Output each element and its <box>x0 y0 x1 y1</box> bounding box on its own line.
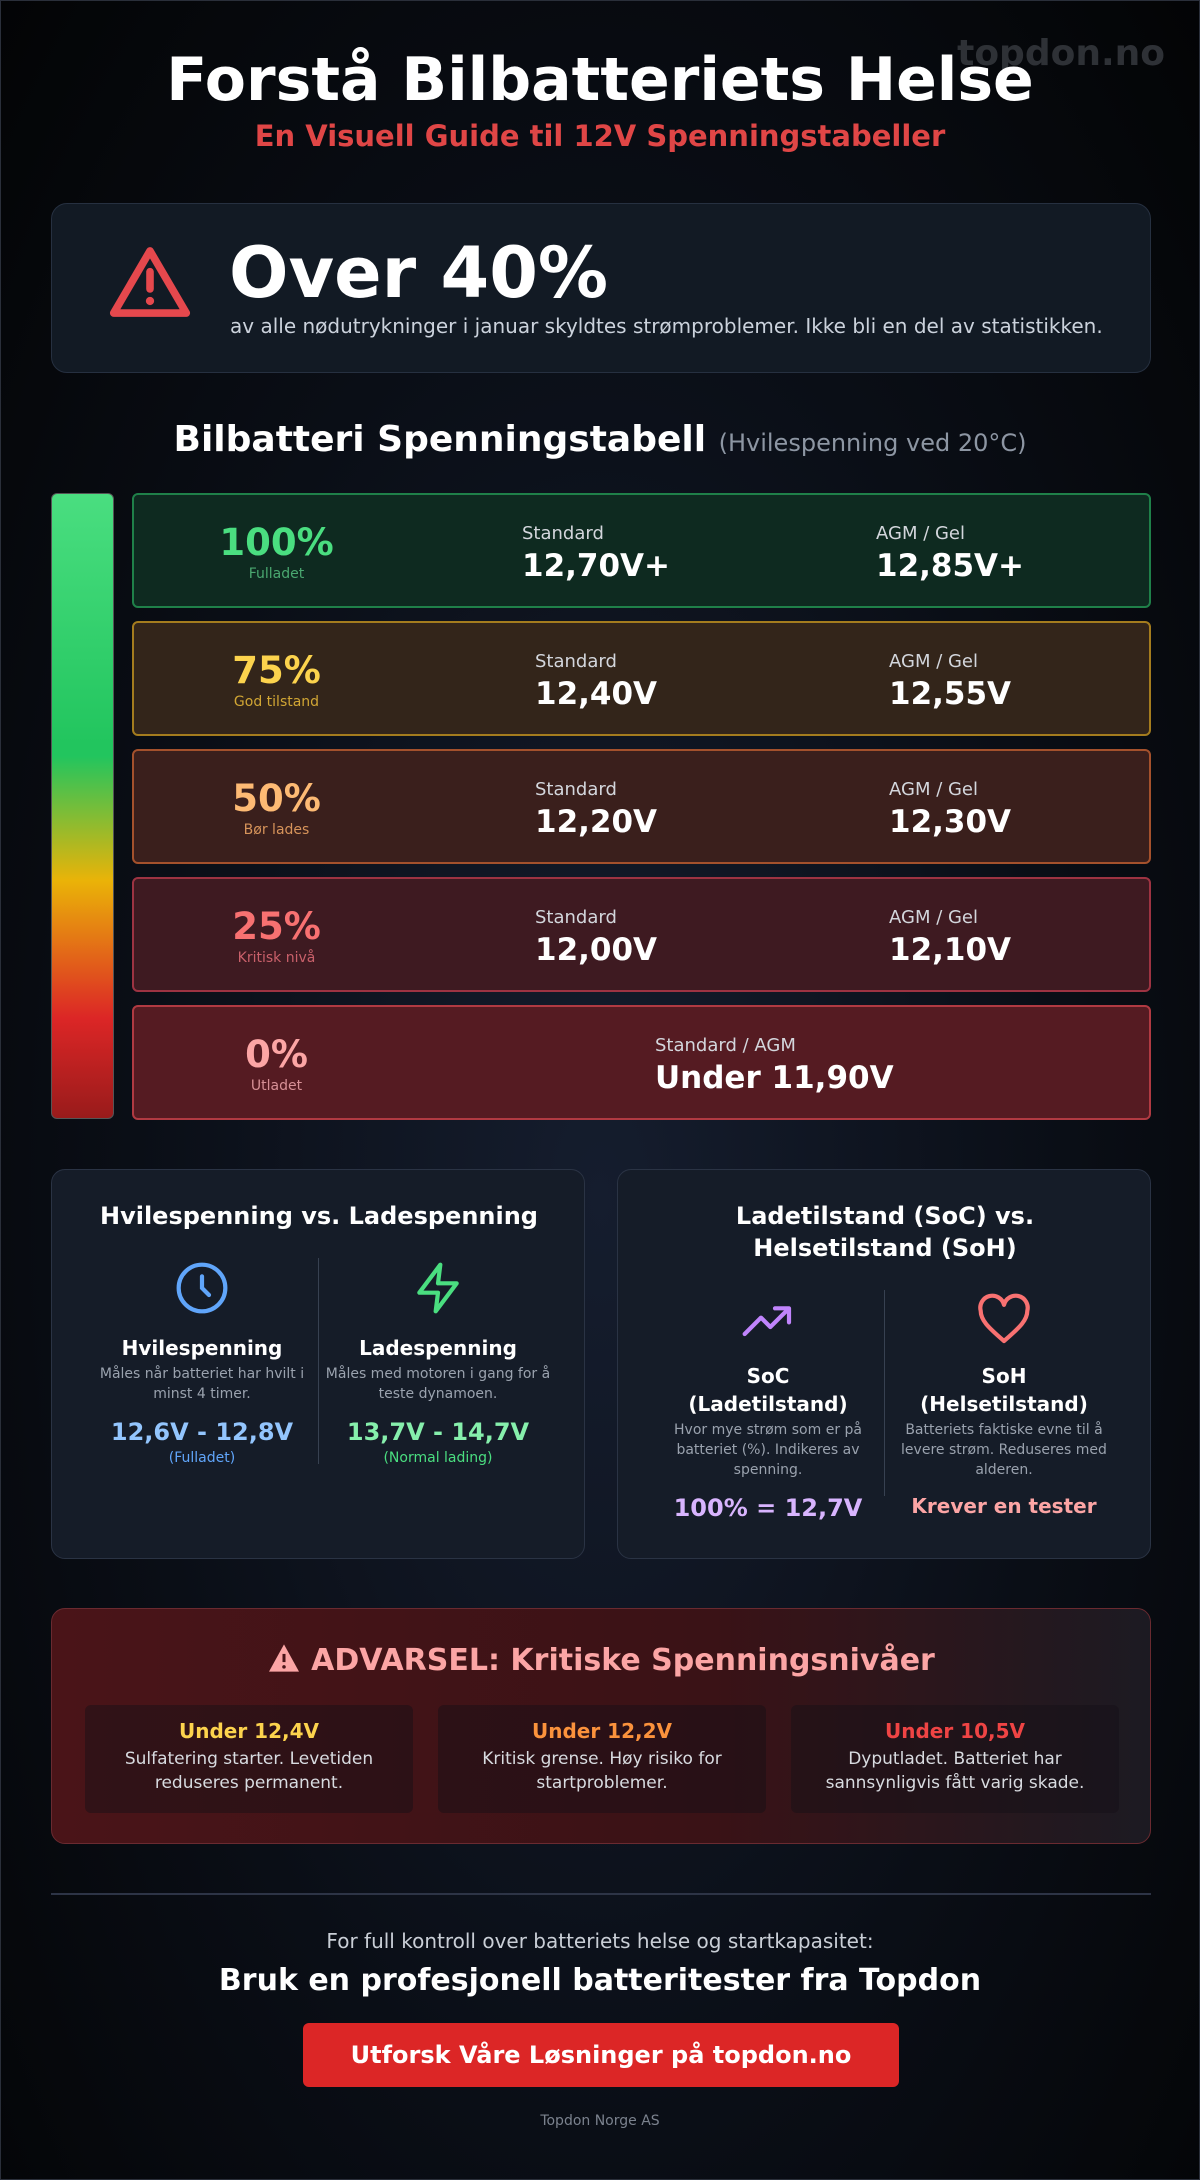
table-title: Bilbatteri Spenningstabell <box>173 419 707 460</box>
info-card: Hvilespenning vs. Ladespenning Hvilespen… <box>51 1169 585 1559</box>
voltage: Under 11,90V <box>655 1060 894 1096</box>
item-text: Hvor mye strøm som er på batteriet (%). … <box>674 1422 862 1478</box>
card-item: SoC (Ladetilstand) Hvor mye strøm som er… <box>648 1292 888 1522</box>
table-row: 0% Utladet Standard / AGM Under 11,90V <box>132 1005 1151 1120</box>
table-subtitle: (Hvilespenning ved 20°C) <box>718 429 1027 457</box>
table-row: 50% Bør lades Standard 12,20V AGM / Gel 12,… <box>132 749 1151 864</box>
warning-level: Under 12,4V <box>178 1719 319 1743</box>
stat-value: Over 40% <box>229 232 609 314</box>
column-label: Standard <box>535 779 617 800</box>
item-text: Måles med motoren i gang for å teste dyn… <box>325 1366 551 1402</box>
item-subtitle: (Helsetilstand) <box>920 1392 1088 1416</box>
voltage: 12,20V <box>535 804 658 840</box>
column-label: AGM / Gel <box>889 907 979 928</box>
voltage: 12,70V+ <box>522 548 671 584</box>
warning-title: ADVARSEL: Kritiske Spenningsnivåer <box>311 1643 935 1678</box>
divider <box>884 1290 885 1496</box>
table-row: 100% Fulladet Standard 12,70V+ AGM / Gel 12… <box>132 493 1151 608</box>
item-title: SoH <box>981 1364 1027 1388</box>
watermark: topdon.no <box>957 33 1165 74</box>
table-row: 75% God tilstand Standard 12,40V AGM / Gel… <box>132 621 1151 736</box>
voltage: 12,10V <box>889 932 1012 968</box>
item-value: 12,6V - 12,8V <box>110 1418 294 1446</box>
card-title: Ladetilstand (SoC) vs. Helsetilstand (So… <box>735 1202 1035 1262</box>
item-text: Måles når batteriet har hvilt i minst 4 … <box>99 1366 305 1402</box>
table-heading: Bilbatteri Spenningstabell (Hvilespennin… <box>1 419 1199 460</box>
item-title: SoC <box>746 1364 790 1388</box>
item-note: (Normal lading) <box>383 1450 493 1466</box>
item-note: (Fulladet) <box>168 1450 236 1466</box>
status: God tilstand <box>233 694 320 710</box>
divider <box>318 1258 319 1464</box>
warning-box: ADVARSEL: Kritiske Spenningsnivåer Under… <box>51 1608 1151 1844</box>
card-title: Hvilespenning vs. Ladespenning <box>100 1202 538 1230</box>
copyright: Topdon Norge AS <box>540 2113 660 2129</box>
clock-icon <box>176 1262 228 1314</box>
status: Fulladet <box>248 566 305 582</box>
percent: 100% <box>219 521 334 564</box>
warning-text: Dyputladet. Batteriet har sannsynligvis … <box>825 1749 1085 1793</box>
bolt-icon <box>417 1262 459 1314</box>
voltage: 12,40V <box>535 676 658 712</box>
card-item: SoH (Helsetilstand) Batteriets faktiske … <box>884 1292 1124 1518</box>
percent: 25% <box>232 905 321 948</box>
gauge-bar <box>51 493 114 1119</box>
table-row: 25% Kritisk nivå Standard 12,00V AGM / Gel… <box>132 877 1151 992</box>
column-label: Standard <box>522 523 604 544</box>
info-card: Ladetilstand (SoC) vs. Helsetilstand (So… <box>617 1169 1151 1559</box>
heart-icon <box>978 1293 1030 1344</box>
subtitle: En Visuell Guide til 12V Spenningstabell… <box>254 119 946 153</box>
footer-lead: For full kontroll over batteriets helse … <box>326 1929 874 1953</box>
column-label: AGM / Gel <box>889 779 979 800</box>
column-label: AGM / Gel <box>889 651 979 672</box>
stat-box: Over 40% av alle nødutrykninger i januar… <box>51 203 1151 373</box>
voltage: 12,00V <box>535 932 658 968</box>
percent: 50% <box>232 777 321 820</box>
percent: 75% <box>232 649 321 692</box>
item-title: Hvilespenning <box>121 1336 283 1360</box>
warning-item: Under 10,5V Dyputladet. Batteriet har san… <box>791 1705 1119 1813</box>
voltage: 12,85V+ <box>876 548 1025 584</box>
warning-level: Under 10,5V <box>884 1719 1025 1743</box>
warning-heading: ADVARSEL: Kritiske Spenningsnivåer <box>52 1643 1150 1678</box>
warning-text: Kritisk grense. Høy risiko for startprob… <box>482 1749 722 1793</box>
separator <box>51 1893 1151 1895</box>
item-value: 100% = 12,7V <box>673 1494 863 1522</box>
footer-headline: Bruk en profesjonell batteritester fra T… <box>218 1963 982 1998</box>
warning-item: Under 12,2V Kritisk grense. Høy risiko fo… <box>438 1705 766 1813</box>
status: Utladet <box>250 1078 303 1094</box>
column-label: AGM / Gel <box>876 523 966 544</box>
warning-level: Under 12,2V <box>531 1719 672 1743</box>
warning-text: Sulfatering starter. Levetiden reduseres… <box>124 1749 374 1793</box>
item-text: Batteriets faktiske evne til å levere st… <box>901 1422 1107 1478</box>
item-value: Krever en tester <box>911 1494 1097 1518</box>
title: Forstå Bilbatteriets Helse <box>166 45 1034 115</box>
voltage: 12,55V <box>889 676 1012 712</box>
item-value: 13,7V - 14,7V <box>346 1418 530 1446</box>
percent: 0% <box>245 1033 308 1076</box>
stat-text: av alle nødutrykninger i januar skyldtes… <box>230 314 1103 338</box>
warning-item: Under 12,4V Sulfatering starter. Levetide… <box>85 1705 413 1813</box>
voltage: 12,30V <box>889 804 1012 840</box>
card-item: Ladespenning Måles med motoren i gang fo… <box>318 1260 558 1466</box>
column-label: Standard / AGM <box>655 1035 796 1056</box>
trend-icon <box>742 1306 792 1337</box>
cta-button[interactable]: Utforsk Våre Løsninger på topdon.no <box>303 2023 899 2087</box>
item-title: Ladespenning <box>359 1336 517 1360</box>
status: Bør lades <box>243 822 310 838</box>
column-label: Standard <box>535 651 617 672</box>
status: Kritisk nivå <box>237 950 316 966</box>
card-item: Hvilespenning Måles når batteriet har hv… <box>82 1260 322 1466</box>
warning-icon <box>109 247 191 317</box>
warning-icon <box>269 1644 300 1672</box>
column-label: Standard <box>535 907 617 928</box>
item-subtitle: (Ladetilstand) <box>688 1392 848 1416</box>
